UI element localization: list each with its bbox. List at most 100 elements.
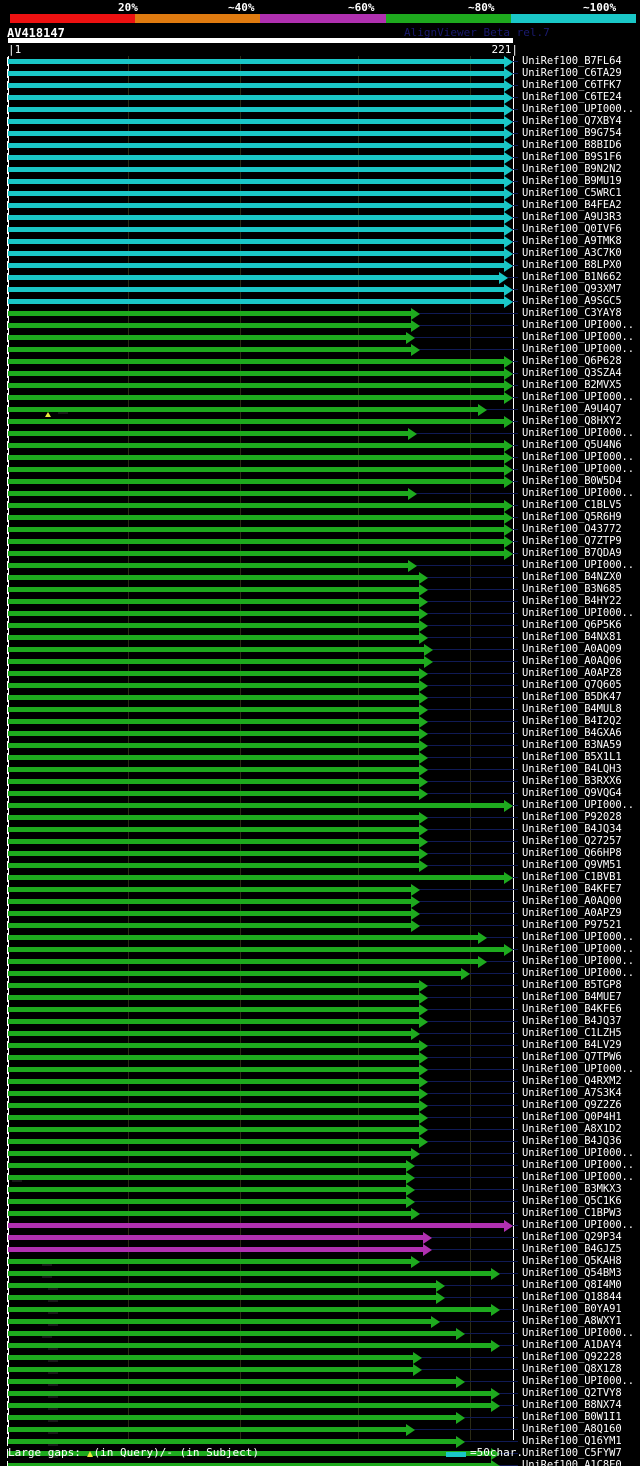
alignment-row[interactable]: UniRef100_C6TE24 <box>0 91 640 104</box>
alignment-row[interactable]: UniRef100_A0APZ8 <box>0 667 640 680</box>
hit-label[interactable]: UniRef100_A8X1D2 <box>522 1123 622 1135</box>
hsp-bar[interactable] <box>8 623 420 628</box>
alignment-row[interactable]: UniRef100_B4JQ34 <box>0 823 640 836</box>
hit-label[interactable]: UniRef100_A0AQ06 <box>522 655 622 667</box>
alignment-row[interactable]: UniRef100_UPI000.. <box>0 607 640 620</box>
hit-label[interactable]: UniRef100_B4NX81 <box>522 631 622 643</box>
alignment-row[interactable]: UniRef100_Q6P628 <box>0 355 640 368</box>
hsp-bar[interactable] <box>8 203 505 208</box>
alignment-row[interactable]: UniRef100_UPI000.. <box>0 955 640 968</box>
alignment-row[interactable]: UniRef100_C1BLV5 <box>0 499 640 512</box>
alignment-row[interactable]: UniRef100_Q92228 <box>0 1351 640 1364</box>
hit-label[interactable]: UniRef100_Q0P4H1 <box>522 1111 622 1123</box>
hit-label[interactable]: UniRef100_Q6P5K6 <box>522 619 622 631</box>
hit-label[interactable]: UniRef100_Q3SZA4 <box>522 367 622 379</box>
hit-label[interactable]: UniRef100_UPI000.. <box>522 103 634 115</box>
hit-label[interactable]: UniRef100_B4KFE6 <box>522 1003 622 1015</box>
hit-label[interactable]: UniRef100_B3NA59 <box>522 739 622 751</box>
alignment-row[interactable]: UniRef100_Q0IVF6 <box>0 223 640 236</box>
alignment-row[interactable]: UniRef100_UPI000.. <box>0 1063 640 1076</box>
hsp-bar[interactable] <box>8 947 505 952</box>
hit-label[interactable]: UniRef100_A0AQ00 <box>522 895 622 907</box>
alignment-row[interactable]: UniRef100_B4NZX0 <box>0 571 640 584</box>
hsp-bar[interactable] <box>8 1163 407 1168</box>
alignment-row[interactable]: UniRef100_UPI000.. <box>0 451 640 464</box>
hit-label[interactable]: UniRef100_A9SGC5 <box>522 295 622 307</box>
hit-label[interactable]: UniRef100_UPI000.. <box>522 391 634 403</box>
alignment-row[interactable]: UniRef100_P97521 <box>0 919 640 932</box>
hsp-bar[interactable] <box>8 791 420 796</box>
hit-label[interactable]: UniRef100_UPI000.. <box>522 487 634 499</box>
hit-label[interactable]: UniRef100_B4GJZ5 <box>522 1243 622 1255</box>
hit-label[interactable]: UniRef100_Q9Z2Z6 <box>522 1099 622 1111</box>
alignment-row[interactable]: UniRef100_B4JQ36 <box>0 1135 640 1148</box>
hit-label[interactable]: UniRef100_B9MU19 <box>522 175 622 187</box>
alignment-row[interactable]: UniRef100_UPI000.. <box>0 1147 640 1160</box>
alignment-row[interactable]: UniRef100_UPI000.. <box>0 1159 640 1172</box>
alignment-row[interactable]: UniRef100_B3N685 <box>0 583 640 596</box>
hsp-bar[interactable] <box>8 743 420 748</box>
hit-label[interactable]: UniRef100_UPI000.. <box>522 463 634 475</box>
hsp-bar[interactable] <box>8 779 420 784</box>
hsp-bar[interactable] <box>8 371 505 376</box>
hit-label[interactable]: UniRef100_Q66HP8 <box>522 847 622 859</box>
hit-label[interactable]: UniRef100_B4MUE7 <box>522 991 622 1003</box>
hit-label[interactable]: UniRef100_A8WXY1 <box>522 1315 622 1327</box>
hsp-bar[interactable] <box>8 1079 420 1084</box>
alignment-row[interactable]: UniRef100_B5X1L1 <box>0 751 640 764</box>
hit-label[interactable]: UniRef100_B4LV29 <box>522 1039 622 1051</box>
hit-label[interactable]: UniRef100_B4I2Q2 <box>522 715 622 727</box>
alignment-row[interactable]: UniRef100_B4LQH3 <box>0 763 640 776</box>
hsp-bar[interactable] <box>8 95 505 100</box>
alignment-row[interactable]: UniRef100_Q54BM3 <box>0 1267 640 1280</box>
hit-label[interactable]: UniRef100_B5X1L1 <box>522 751 622 763</box>
alignment-row[interactable]: UniRef100_Q4RXM2 <box>0 1075 640 1088</box>
alignment-row[interactable]: UniRef100_A1DAY4 <box>0 1339 640 1352</box>
hsp-bar[interactable] <box>8 959 479 964</box>
alignment-row[interactable]: UniRef100_B4NX81 <box>0 631 640 644</box>
alignment-row[interactable]: UniRef100_B9MU19 <box>0 175 640 188</box>
hsp-bar[interactable] <box>8 851 420 856</box>
hsp-bar[interactable] <box>8 1067 420 1072</box>
hit-label[interactable]: UniRef100_A3C7K0 <box>522 247 622 259</box>
alignment-row[interactable]: UniRef100_UPI000.. <box>0 103 640 116</box>
hit-label[interactable]: UniRef100_C3YAY8 <box>522 307 622 319</box>
alignment-row[interactable]: UniRef100_UPI000.. <box>0 967 640 980</box>
hsp-bar[interactable] <box>8 1271 492 1276</box>
hsp-bar[interactable] <box>8 443 505 448</box>
hsp-bar[interactable] <box>8 479 505 484</box>
alignment-row[interactable]: UniRef100_C1BPW3 <box>0 1207 640 1220</box>
hit-label[interactable]: UniRef100_UPI000.. <box>522 559 634 571</box>
hsp-bar[interactable] <box>8 587 420 592</box>
alignment-row[interactable]: UniRef100_UPI000.. <box>0 331 640 344</box>
hsp-bar[interactable] <box>8 1259 412 1264</box>
hit-label[interactable]: UniRef100_Q8HXY2 <box>522 415 622 427</box>
hsp-bar[interactable] <box>8 839 420 844</box>
hit-label[interactable]: UniRef100_B4FEA2 <box>522 199 622 211</box>
hsp-bar[interactable] <box>8 827 420 832</box>
alignment-row[interactable]: UniRef100_Q0P4H1 <box>0 1111 640 1124</box>
alignment-row[interactable]: UniRef100_B0W5D4 <box>0 475 640 488</box>
hit-label[interactable]: UniRef100_C1BVB1 <box>522 871 622 883</box>
alignment-row[interactable]: UniRef100_Q8I4M0 <box>0 1279 640 1292</box>
hit-label[interactable]: UniRef100_A0APZ8 <box>522 667 622 679</box>
alignment-row[interactable]: UniRef100_Q6P5K6 <box>0 619 640 632</box>
hsp-bar[interactable] <box>8 419 505 424</box>
alignment-row[interactable]: UniRef100_UPI000.. <box>0 1375 640 1388</box>
hsp-bar[interactable] <box>8 59 505 64</box>
alignment-row[interactable]: UniRef100_Q27257 <box>0 835 640 848</box>
hsp-bar[interactable] <box>8 1091 420 1096</box>
alignment-row[interactable]: UniRef100_B7QDA9 <box>0 547 640 560</box>
alignment-row[interactable]: UniRef100_UPI000.. <box>0 1219 640 1232</box>
hit-label[interactable]: UniRef100_B5DK47 <box>522 691 622 703</box>
hit-label[interactable]: UniRef100_B1N662 <box>522 271 622 283</box>
alignment-row[interactable]: UniRef100_B5DK47 <box>0 691 640 704</box>
hit-label[interactable]: UniRef100_C6TE24 <box>522 91 622 103</box>
alignment-row[interactable]: UniRef100_B9N2N2 <box>0 163 640 176</box>
hsp-bar[interactable] <box>8 1211 412 1216</box>
alignment-row[interactable]: UniRef100_B8LPX0 <box>0 259 640 272</box>
alignment-row[interactable]: UniRef100_A7S3K4 <box>0 1087 640 1100</box>
alignment-row[interactable]: UniRef100_Q8HXY2 <box>0 415 640 428</box>
hit-label[interactable]: UniRef100_UPI000.. <box>522 1159 634 1171</box>
hit-label[interactable]: UniRef100_UPI000.. <box>522 1327 634 1339</box>
